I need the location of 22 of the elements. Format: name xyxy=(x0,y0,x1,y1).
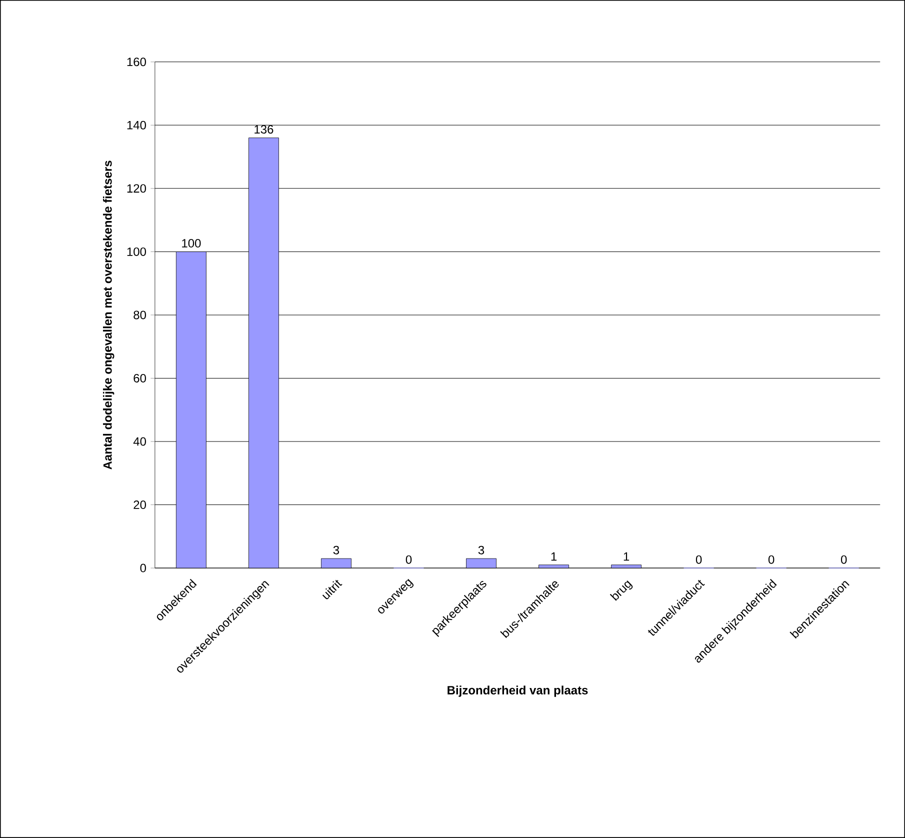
data-label: 136 xyxy=(254,125,274,134)
data-label: 0 xyxy=(768,555,774,564)
data-label: 0 xyxy=(696,555,702,564)
y-tick-label: 20 xyxy=(134,500,146,509)
data-label: 100 xyxy=(182,239,201,248)
y-tick-label: 40 xyxy=(133,437,146,446)
y-tick-label: 100 xyxy=(127,247,146,256)
x-axis-title: Bijzonderheid van plaats xyxy=(448,686,588,697)
y-tick-label: 140 xyxy=(127,120,146,130)
y-tick-label: 0 xyxy=(140,564,146,572)
y-tick-label: 60 xyxy=(134,374,146,382)
y-tick-label: 160 xyxy=(127,58,146,66)
data-label: 0 xyxy=(840,555,847,564)
y-tick-label: 80 xyxy=(134,310,146,320)
y-axis-title: Aantal dodelijke ongevallen met overstekende fietsers xyxy=(103,160,114,470)
data-label: 3 xyxy=(478,546,484,554)
x-tick-label: uitrit xyxy=(322,580,342,600)
data-label: 1 xyxy=(551,552,557,561)
data-label: 1 xyxy=(624,552,630,561)
y-tick-label: 120 xyxy=(127,184,146,193)
data-label: 0 xyxy=(406,555,412,564)
data-label: 3 xyxy=(333,546,340,554)
